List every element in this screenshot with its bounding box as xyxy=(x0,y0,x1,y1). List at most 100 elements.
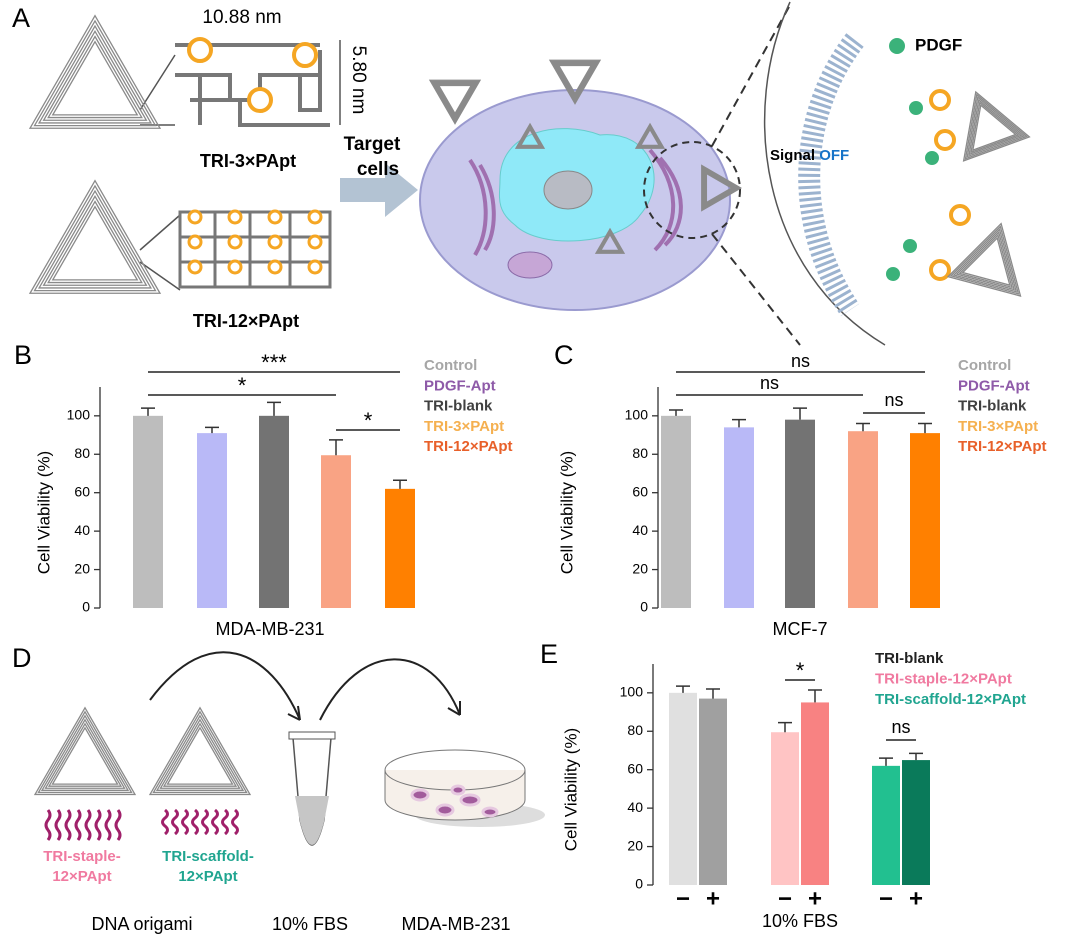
legend-label: TRI-scaffold-12×PApt xyxy=(875,691,1026,708)
bar xyxy=(801,702,829,885)
error-bar xyxy=(267,401,281,416)
origami-strand xyxy=(599,233,621,252)
origami-strand xyxy=(44,718,126,789)
strand xyxy=(94,809,102,841)
bar xyxy=(259,415,289,608)
aptamers xyxy=(929,89,971,281)
signal: Signal xyxy=(770,147,815,164)
origami-strand xyxy=(952,228,1018,293)
sample-label: TRI-scaffold- xyxy=(162,848,254,865)
origami-strand xyxy=(946,222,1022,297)
origami-strand xyxy=(557,64,593,95)
strand xyxy=(181,808,189,836)
bar xyxy=(385,488,415,608)
bar xyxy=(848,431,878,608)
aptamer xyxy=(267,234,283,250)
error-bar xyxy=(329,439,343,456)
legend-label: PDGF-Apt xyxy=(424,377,496,394)
error-bar xyxy=(393,479,407,489)
aptamer xyxy=(227,259,243,275)
tube-cap xyxy=(288,731,336,740)
bar xyxy=(902,760,930,885)
significance-label: *** xyxy=(261,350,287,375)
origami-strand xyxy=(955,231,1016,291)
x-axis-label: MDA-MB-231 xyxy=(215,619,324,639)
strand xyxy=(201,808,209,836)
origami-strand xyxy=(703,169,737,207)
significance-label: ns xyxy=(791,351,810,371)
error-bar xyxy=(706,688,720,699)
aptamer xyxy=(187,259,203,275)
zoom-line xyxy=(711,4,801,346)
y-tick-label: 20 xyxy=(627,837,643,853)
origami xyxy=(148,706,252,796)
sample-label: 12×PApt xyxy=(178,868,237,885)
y-tick-label: 80 xyxy=(627,722,643,738)
arrow-label: cells xyxy=(357,159,399,180)
origami-strand xyxy=(33,19,157,127)
legend-label: TRI-blank xyxy=(424,398,493,415)
dimension-label: 10.88 nm xyxy=(202,7,281,28)
y-tick-label: 100 xyxy=(625,407,649,423)
error-bar xyxy=(879,757,893,766)
origami-strand xyxy=(639,128,661,147)
origami-strand xyxy=(949,225,1020,295)
origami-strand xyxy=(970,101,1020,154)
origami-strand xyxy=(550,60,600,103)
process-arrow xyxy=(149,651,301,721)
origami-strand xyxy=(705,172,734,204)
golgi xyxy=(468,148,683,257)
membrane xyxy=(798,33,864,317)
origami xyxy=(594,227,626,254)
significance-label: * xyxy=(238,373,247,398)
x-tick-label: + xyxy=(909,885,923,912)
aptamer xyxy=(227,234,243,250)
arrow-label: Target xyxy=(344,134,401,155)
scaffold xyxy=(175,43,330,127)
bar xyxy=(771,732,799,885)
y-axis-label: Cell Viability (%) xyxy=(557,451,576,574)
origami-strand xyxy=(552,61,598,101)
y-tick-label: 0 xyxy=(635,876,643,892)
origami-strand xyxy=(47,35,143,119)
aptamer xyxy=(307,234,323,250)
y-tick-label: 40 xyxy=(74,522,90,538)
bar xyxy=(724,427,754,608)
legend-label: TRI-12×PApt xyxy=(958,438,1046,455)
y-tick-label: 60 xyxy=(632,483,648,499)
origami xyxy=(548,59,602,105)
origami xyxy=(514,122,546,149)
zoom-line xyxy=(139,214,181,291)
origami-strand xyxy=(51,40,139,116)
aptamers xyxy=(187,37,318,113)
origami-strand xyxy=(152,710,248,794)
error-bar xyxy=(808,689,822,703)
structure-label: TRI-3×PApt xyxy=(200,151,296,171)
error-bar xyxy=(732,418,746,428)
signal-state: OFF xyxy=(819,147,849,164)
bar xyxy=(910,433,940,608)
origami-strand xyxy=(33,706,137,796)
panel-label: B xyxy=(14,340,32,370)
aptamers xyxy=(187,209,323,275)
ligand-label: PDGF xyxy=(915,35,962,54)
origami-strand xyxy=(958,233,1013,289)
aptamer-strands xyxy=(44,808,239,841)
y-tick-label: 20 xyxy=(74,560,90,576)
x-tick-label: − xyxy=(778,885,792,912)
origami-strand xyxy=(437,84,473,115)
strand xyxy=(211,808,219,836)
error-bar xyxy=(856,422,870,432)
y-tick-label: 80 xyxy=(632,445,648,461)
origami xyxy=(28,14,162,129)
error-bar xyxy=(918,422,932,434)
scaffold-grid xyxy=(178,210,332,289)
process-arrow xyxy=(447,701,461,716)
arrow xyxy=(340,163,418,217)
panel-label: C xyxy=(554,340,574,370)
sample-label: 12×PApt xyxy=(52,868,111,885)
origami-strand xyxy=(701,164,743,212)
origami-strand xyxy=(37,710,133,794)
strand xyxy=(114,809,122,841)
